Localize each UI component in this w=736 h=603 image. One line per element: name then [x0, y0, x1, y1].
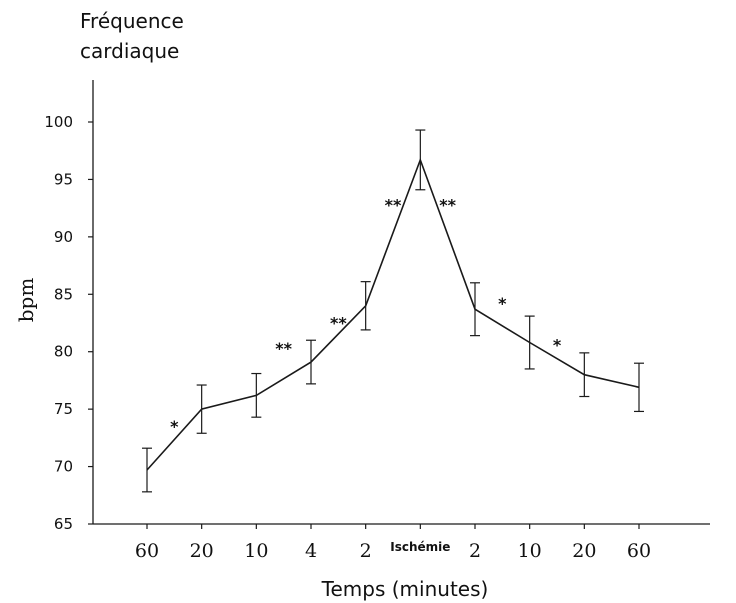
x-tick-label: 60	[135, 540, 159, 562]
x-tick-label: 2	[469, 540, 481, 562]
significance-marker: **	[439, 195, 456, 214]
y-tick-label: 90	[54, 228, 73, 246]
axes: 65 70 75 80 85 90 95 100 60 20 10 4 2 Ischémie 2 10 20 60	[44, 80, 710, 562]
significance-marker: **	[385, 195, 402, 214]
y-tick-label: 85	[54, 285, 73, 303]
x-axis-label: Temps (minutes)	[321, 577, 489, 601]
significance-marker: **	[275, 339, 292, 358]
series-line	[146, 157, 640, 471]
x-tick-label: 20	[572, 540, 596, 562]
x-tick-label: 20	[190, 540, 214, 562]
significance-marker: **	[330, 314, 347, 333]
x-tick-label: Ischémie	[390, 540, 450, 554]
significance-marker: *	[553, 336, 562, 355]
chart-title-line-2: cardiaque	[80, 39, 179, 63]
y-tick-label: 80	[54, 343, 73, 361]
y-axis-label: bpm	[14, 278, 38, 323]
x-tick-label: 10	[244, 540, 268, 562]
y-tick-label: 75	[54, 400, 73, 418]
y-tick-label: 95	[54, 170, 73, 188]
x-tick-label: 2	[360, 540, 372, 562]
y-tick-label: 70	[54, 458, 73, 476]
x-tick-label: 60	[627, 540, 651, 562]
significance-marker: *	[498, 294, 507, 313]
significance-marker: *	[170, 417, 179, 436]
x-tick-label: 10	[518, 540, 542, 562]
chart-title-line-1: Fréquence	[80, 9, 184, 33]
y-tick-label: 65	[54, 515, 73, 533]
x-tick-label: 4	[305, 540, 317, 562]
plot-area: ******* ****	[142, 129, 644, 493]
y-tick-label: 100	[44, 113, 73, 131]
